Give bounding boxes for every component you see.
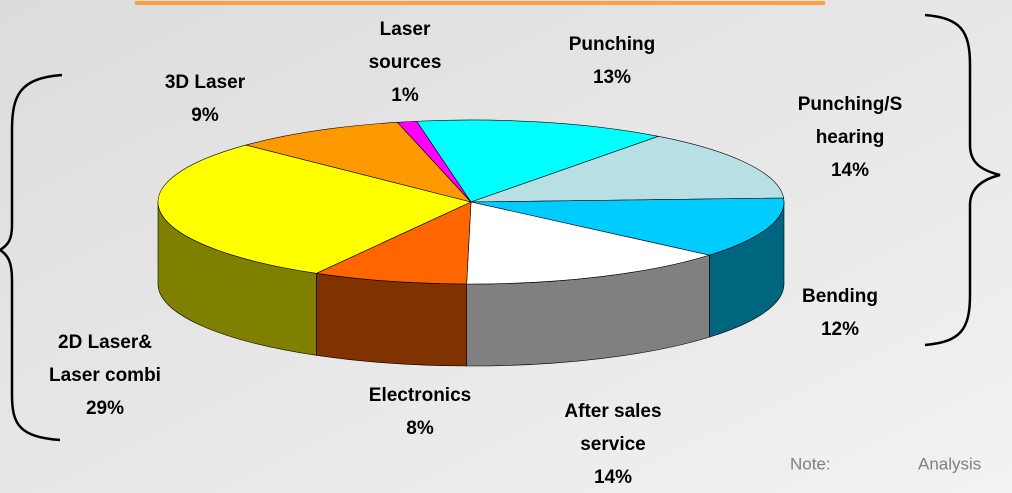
pie-slice-side [316, 272, 467, 367]
right-brace [924, 13, 1001, 347]
pie-slice [470, 197, 785, 256]
slice-value-label: 12% [821, 319, 859, 340]
slice-label: Electronics [369, 385, 471, 406]
slice-value-label: 14% [594, 467, 632, 488]
pie-slice [244, 121, 472, 203]
pie-slice [466, 201, 711, 285]
slice-value-label: 9% [191, 105, 219, 126]
pie-slice [396, 120, 472, 203]
pie-slice [315, 201, 472, 285]
slice-value-label: 13% [593, 67, 631, 88]
slice-label: Laser sources [369, 19, 442, 73]
slice-label: After sales service [564, 401, 661, 455]
left-brace [0, 73, 63, 442]
slice-value-label: 14% [831, 160, 869, 181]
slice-value-label: 8% [406, 418, 434, 439]
slice-value-label: 1% [391, 85, 419, 106]
slice-label: 3D Laser [165, 72, 246, 93]
slice-label: Punching/S hearing [798, 94, 903, 148]
note-text: Analysis [918, 454, 981, 473]
slice-value-label: 29% [86, 398, 124, 419]
pie-slice [157, 144, 472, 274]
note-label: Note: [790, 454, 831, 473]
slice-label: Punching [569, 34, 656, 55]
slice-label: 2D Laser& Laser combi [49, 332, 161, 386]
slice-label: Bending [802, 286, 878, 307]
pie-slice [470, 136, 784, 203]
pie-slice [416, 119, 660, 203]
